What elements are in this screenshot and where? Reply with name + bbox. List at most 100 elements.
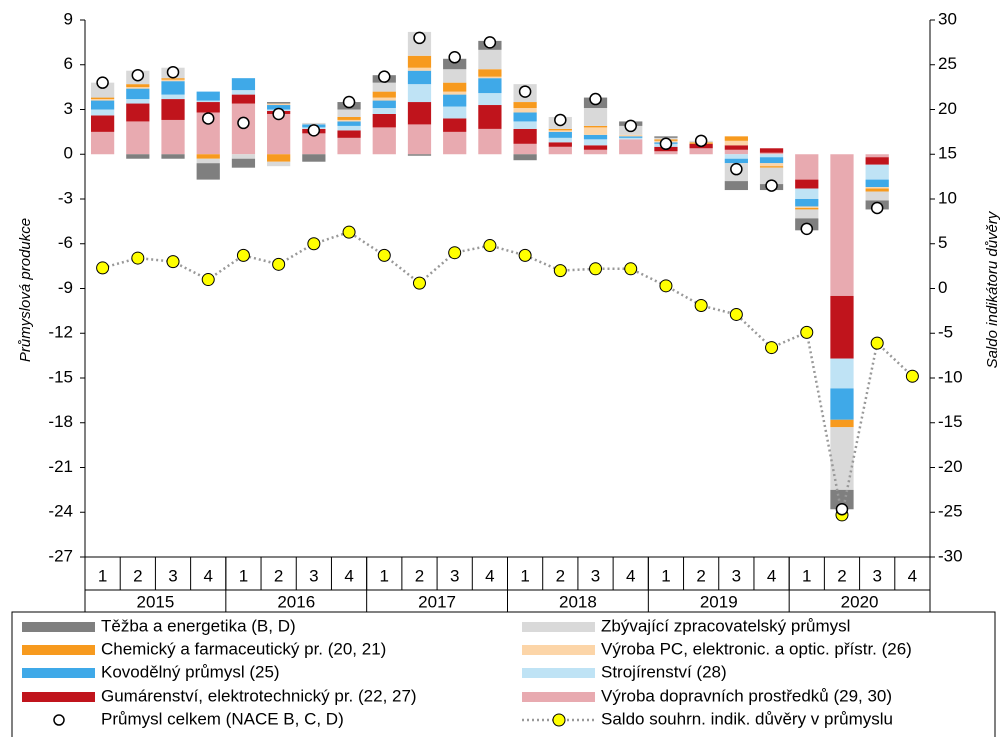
y-tick-label: -18 (48, 412, 73, 431)
bar-segment (302, 122, 326, 125)
bar-segment (724, 158, 748, 164)
bar-segment (407, 84, 432, 103)
line-marker (694, 299, 708, 313)
line-marker (236, 248, 250, 262)
bar-segment (830, 489, 854, 510)
bar-segment (619, 137, 643, 140)
bar-segment (724, 136, 748, 141)
bar-segment (337, 109, 361, 117)
y2-tick-label: -30 (938, 546, 963, 565)
bar-segment (759, 167, 784, 185)
legend-label: Zbývající zpracovatelský průmysl (601, 616, 850, 635)
bar-segment (161, 99, 185, 120)
y-tick-label: -15 (48, 367, 73, 386)
bar-segment (372, 97, 396, 101)
y2-tick-label: -5 (938, 323, 953, 342)
bar-segment (372, 82, 396, 92)
bar-segment (337, 121, 361, 126)
legend-swatch (22, 622, 95, 632)
bar-segment (795, 209, 819, 219)
bar-segment (126, 103, 150, 122)
legend-label: Saldo souhrn. indik. důvěry v průmyslu (601, 709, 893, 728)
bar-segment (478, 69, 502, 77)
line-marker (729, 307, 743, 321)
line-marker (518, 248, 532, 262)
y-tick-label: 9 (64, 9, 73, 28)
legend-label: Těžba a energetika (B, D) (101, 616, 296, 635)
bar-segment (407, 154, 432, 156)
bar-segment (161, 154, 185, 159)
bar-segment (337, 116, 361, 120)
bar-segment (267, 102, 291, 104)
x-tick-label: 1 (98, 566, 107, 585)
total-marker (483, 36, 497, 49)
line-marker (483, 239, 497, 253)
bar-segment (161, 78, 185, 80)
x-tick-label: 1 (802, 566, 811, 585)
x-tick-label: 3 (168, 566, 177, 585)
bar-segment (865, 191, 889, 201)
x-tick-label: 4 (344, 566, 353, 585)
bar-segment (231, 154, 256, 159)
bar-segment (443, 69, 467, 83)
bar-segment (443, 131, 467, 155)
y-tick-label: -21 (48, 457, 73, 476)
legend-label: Chemický a farmaceutický pr. (20, 21) (101, 639, 386, 658)
y2-axis-label: Saldo indikátoru důvěry (984, 210, 1001, 368)
y2-tick-label: -25 (938, 502, 963, 521)
bar-segment (654, 151, 678, 155)
y-tick-label: 0 (64, 144, 73, 163)
bar-segment (865, 157, 889, 165)
bar-segment (478, 105, 502, 129)
legend-label: Gumárenství, elektrotechnický pr. (22, 2… (101, 686, 417, 705)
total-marker (624, 119, 637, 133)
bar-segment (795, 154, 819, 180)
bar-segment (90, 115, 115, 132)
bar-segment (90, 99, 115, 101)
bar-segment (865, 154, 889, 158)
legend-swatch (22, 645, 95, 655)
bar-segment (267, 113, 291, 155)
y-axis-label: Průmyslová produkce (17, 218, 34, 362)
bar-segment (478, 93, 502, 106)
legend-label: Strojírenství (28) (601, 662, 727, 681)
x-tick-label: 4 (767, 566, 776, 585)
bar-segment (161, 81, 185, 95)
total-marker (694, 134, 708, 148)
bar-segment (830, 388, 854, 420)
bar-segment (583, 145, 608, 150)
bar-segment (161, 94, 185, 100)
y-tick-label: -6 (58, 233, 73, 252)
year-label: 2018 (559, 592, 597, 611)
bar-segment (337, 130, 361, 138)
bar-segment (724, 140, 748, 146)
line-marker (201, 273, 215, 287)
bar-segment (759, 166, 784, 168)
bar-segment (407, 102, 432, 125)
bar-segment (759, 148, 784, 153)
line-marker (131, 251, 145, 265)
bar-segment (548, 128, 572, 131)
bar-segment (619, 139, 643, 155)
x-tick-label: 1 (520, 566, 529, 585)
bar-segment (583, 125, 608, 128)
bar-segment (548, 146, 572, 155)
x-tick-label: 1 (239, 566, 248, 585)
bar-segment (267, 105, 291, 110)
line-marker (624, 262, 638, 276)
bar-segment (724, 181, 748, 191)
bar-segment (372, 108, 396, 114)
year-label: 2017 (418, 592, 456, 611)
legend-box (11, 611, 996, 737)
bar-segment (196, 100, 220, 103)
bar-segment (196, 91, 220, 101)
bar-segment (583, 139, 608, 146)
bar-segment (302, 133, 326, 155)
bar-segment (90, 100, 115, 110)
total-marker (448, 51, 461, 64)
total-marker (272, 107, 285, 121)
bar-segment (513, 154, 537, 161)
total-marker (131, 68, 145, 82)
line-marker (448, 246, 462, 260)
